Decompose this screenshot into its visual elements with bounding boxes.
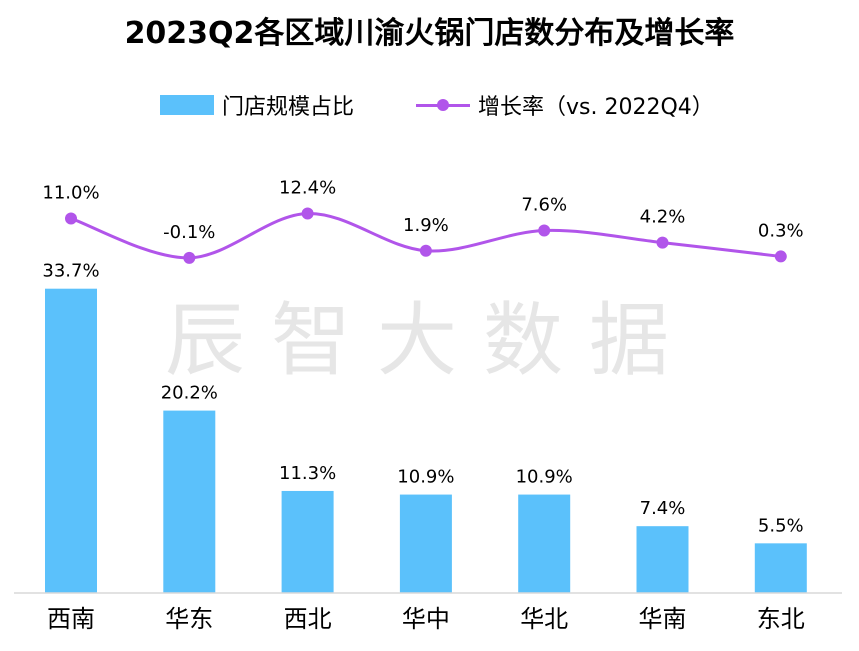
bar-value-label-0: 33.7% bbox=[42, 261, 99, 282]
category-label-4: 华北 bbox=[520, 605, 568, 633]
bar-value-label-5: 7.4% bbox=[640, 498, 686, 519]
chart-title: 2023Q2各区域川渝火锅门店数分布及增长率 bbox=[124, 16, 735, 51]
bar-2 bbox=[281, 490, 334, 593]
bar-0 bbox=[45, 288, 97, 593]
bar-6 bbox=[754, 543, 807, 593]
bar-4 bbox=[518, 494, 571, 593]
category-label-1: 华东 bbox=[165, 605, 213, 633]
legend-swatch-line bbox=[416, 95, 470, 115]
legend-item-line: 增长率（vs. 2022Q4） bbox=[416, 88, 714, 122]
legend-swatch-bar bbox=[160, 95, 214, 115]
category-label-2: 西北 bbox=[284, 605, 332, 633]
legend-item-bar: 门店规模占比 bbox=[160, 88, 354, 122]
line-value-label-5: 4.2% bbox=[640, 207, 686, 228]
line-value-label-3: 1.9% bbox=[403, 215, 449, 236]
bar-value-label-1: 20.2% bbox=[161, 383, 218, 404]
bar-value-label-3: 10.9% bbox=[397, 467, 454, 488]
legend-label-line: 增长率（vs. 2022Q4） bbox=[478, 95, 714, 120]
bar-5 bbox=[636, 526, 689, 593]
line-point-2 bbox=[301, 207, 314, 220]
watermark-text: 辰智大数据 bbox=[165, 294, 695, 387]
bar-value-label-2: 11.3% bbox=[279, 463, 336, 484]
line-value-label-2: 12.4% bbox=[279, 177, 336, 198]
bar-value-label-4: 10.9% bbox=[516, 467, 573, 488]
line-point-0 bbox=[65, 212, 77, 225]
line-point-3 bbox=[419, 244, 432, 257]
category-label-6: 东北 bbox=[757, 605, 805, 633]
bar-3 bbox=[399, 494, 452, 593]
category-label-0: 西南 bbox=[47, 605, 95, 633]
line-point-5 bbox=[656, 236, 669, 249]
line-point-1 bbox=[183, 251, 196, 264]
legend-label-bar: 门店规模占比 bbox=[222, 95, 355, 120]
line-point-6 bbox=[774, 250, 787, 263]
bar-1 bbox=[163, 410, 216, 593]
bar-value-label-6: 5.5% bbox=[758, 515, 804, 536]
line-point-4 bbox=[538, 224, 551, 237]
category-label-5: 华南 bbox=[639, 605, 687, 633]
legend: 门店规模占比 增长率（vs. 2022Q4） bbox=[0, 88, 859, 122]
category-label-3: 华中 bbox=[402, 605, 450, 633]
line-value-label-0: 11.0% bbox=[42, 182, 99, 203]
line-value-label-4: 7.6% bbox=[521, 195, 567, 216]
line-value-label-6: 0.3% bbox=[758, 220, 804, 241]
line-value-label-1: -0.1% bbox=[163, 222, 215, 243]
